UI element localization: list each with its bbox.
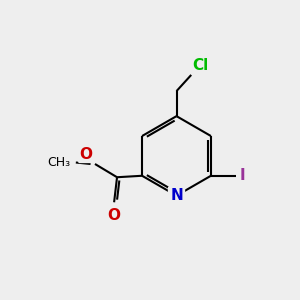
Text: O: O <box>108 208 121 223</box>
Text: I: I <box>239 168 245 183</box>
Text: Cl: Cl <box>193 58 209 73</box>
Text: CH₃: CH₃ <box>47 156 70 169</box>
Text: N: N <box>170 188 183 203</box>
Text: O: O <box>80 147 93 162</box>
